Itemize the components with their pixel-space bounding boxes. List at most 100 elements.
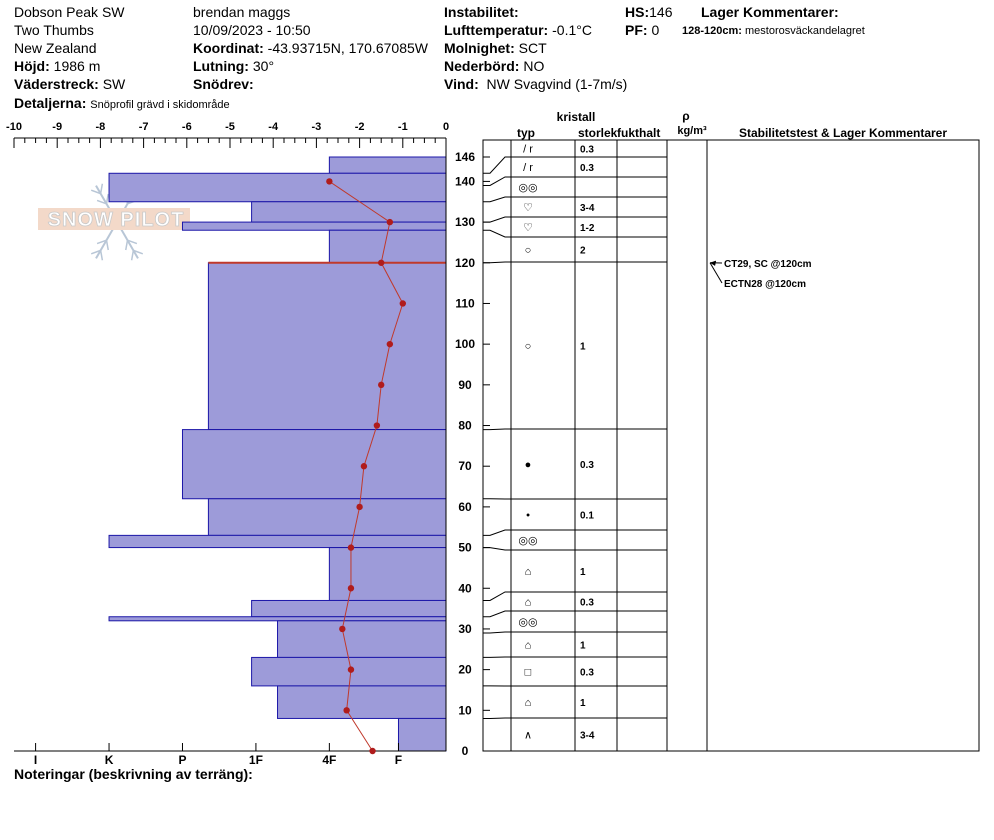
slope-value: 30°	[252, 58, 275, 74]
air-temp-row: Lufttemperatur: -0.1°C	[444, 22, 592, 38]
temp-tick-label: -2	[355, 121, 365, 133]
layer-connector	[483, 631, 511, 634]
crystal-size: 3-4	[580, 203, 595, 214]
height-tick-label: 20	[458, 663, 472, 677]
snowflake-branch	[130, 250, 135, 261]
temp-tick-label: -4	[268, 121, 279, 133]
crystal-type-symbol: ○	[525, 341, 532, 353]
snowflake-branch	[99, 250, 104, 261]
hardness-layer	[397, 717, 447, 752]
temperature-point	[347, 544, 355, 551]
crystal-type-symbol: ⌂	[525, 597, 532, 609]
header-rho: ρ	[682, 109, 689, 123]
height-tick-label: 80	[458, 419, 472, 433]
temperature-point	[386, 340, 394, 348]
height-tick-label: 30	[458, 622, 472, 636]
crystal-size: 1	[580, 342, 586, 353]
height-tick-label: 50	[458, 541, 472, 555]
temp-tick-label: -6	[182, 121, 192, 133]
grid-frame	[482, 139, 980, 752]
country-name: New Zealand	[14, 40, 97, 56]
header-crystal: kristall	[557, 110, 596, 124]
hardness-layer	[328, 229, 447, 264]
hardness-layer	[181, 429, 447, 500]
height-tick-label: 60	[458, 500, 472, 514]
crystal-size: 0.3	[580, 460, 594, 471]
header-size: storlek	[578, 126, 618, 140]
air-temp-label: Lufttemperatur:	[444, 22, 549, 38]
height-tick-label: 0	[462, 744, 469, 758]
hardness-layer	[207, 262, 447, 431]
crystal-size: 0.3	[580, 163, 594, 174]
hardness-tick-label: K	[105, 753, 114, 767]
snowflake-branch	[96, 239, 107, 245]
height-tick-label: 40	[458, 581, 472, 595]
height-tick-label: 140	[455, 174, 475, 188]
precip-label: Nederbörd:	[444, 58, 520, 74]
pf-value: 0	[651, 22, 660, 38]
instability-label: Instabilitet:	[444, 4, 519, 20]
layer-comment-row: 128-120cm: mestorosväckandelagret	[682, 23, 865, 39]
hardness-layer	[181, 221, 447, 231]
temp-tick-label: -9	[52, 121, 62, 133]
snowflake-branch	[90, 249, 101, 255]
crystal-type-symbol: ♡	[523, 222, 533, 234]
coordinate-row: Koordinat: -43.93715N, 170.67085W	[193, 40, 428, 56]
crystal-type-symbol: •	[526, 510, 530, 522]
crystal-type-symbol: ◎◎	[518, 535, 537, 547]
hardness-tick-label: I	[34, 753, 37, 767]
layer-connector	[483, 196, 511, 203]
stability-test-arrowhead	[710, 260, 716, 266]
aspect-row: Väderstreck: SW	[14, 76, 125, 92]
hs-label: HS:	[625, 4, 650, 20]
height-tick-label: 130	[455, 215, 475, 229]
temp-tick-label: -8	[96, 121, 106, 133]
temp-tick-label: -7	[139, 121, 149, 133]
precip-value: NO	[523, 58, 545, 74]
notes-label: Noteringar (beskrivning av terräng):	[14, 766, 253, 782]
snowpilot-watermark: SNOW PILOT	[38, 183, 190, 261]
hardness-layer	[328, 547, 447, 601]
temperature-point	[373, 422, 381, 429]
crystal-size: 0.1	[580, 511, 594, 522]
observation-datetime: 10/09/2023 - 10:50	[193, 22, 311, 38]
precip-row: Nederbörd: NO	[444, 58, 544, 74]
temperature-point	[356, 503, 363, 511]
crystal-type-symbol: ◎◎	[518, 617, 537, 629]
hardness-layer	[277, 620, 447, 658]
height-tick-label: 90	[458, 378, 472, 392]
elevation-value: 1986 m	[53, 58, 101, 74]
temperature-point	[378, 381, 385, 389]
crystal-size: 0.3	[580, 145, 594, 156]
height-tick-label: 70	[458, 459, 472, 473]
air-temp-value: -0.1°C	[552, 22, 592, 38]
temp-tick-label: -3	[312, 121, 322, 133]
crystal-size: 2	[580, 246, 586, 257]
hardness-layer	[328, 156, 447, 174]
hardness-tick-label: P	[178, 753, 186, 767]
crystal-size: 0.3	[580, 598, 594, 609]
crystal-type-symbol: □	[525, 667, 532, 679]
snowflake-branch	[105, 193, 109, 204]
snowflake-branch	[96, 199, 107, 205]
header-density-unit: kg/m³	[677, 125, 707, 137]
height-tick-label: 120	[455, 256, 475, 270]
layer-connector	[483, 529, 511, 536]
coordinate-label: Koordinat:	[193, 40, 264, 56]
temperature-point	[369, 747, 376, 755]
layer-connector	[483, 229, 511, 238]
slope-label: Lutning:	[193, 58, 249, 74]
layer-connector	[483, 610, 511, 618]
hardness-layer	[277, 685, 447, 719]
hardness-layer	[251, 599, 447, 618]
layer-grid: kristall typ storlek fukthalt ρ kg/m³ Stabilit…	[482, 109, 980, 752]
temperature-point	[399, 300, 406, 307]
header-moisture: fukthalt	[617, 126, 660, 140]
observer-name: brendan maggs	[193, 4, 291, 20]
temp-tick-label: -5	[225, 121, 235, 133]
temp-tick-label: -10	[6, 121, 22, 133]
elevation-row: Höjd: 1986 m	[14, 58, 100, 74]
sky-value: SCT	[518, 40, 547, 56]
crystal-type-symbol: ⌂	[525, 640, 532, 652]
